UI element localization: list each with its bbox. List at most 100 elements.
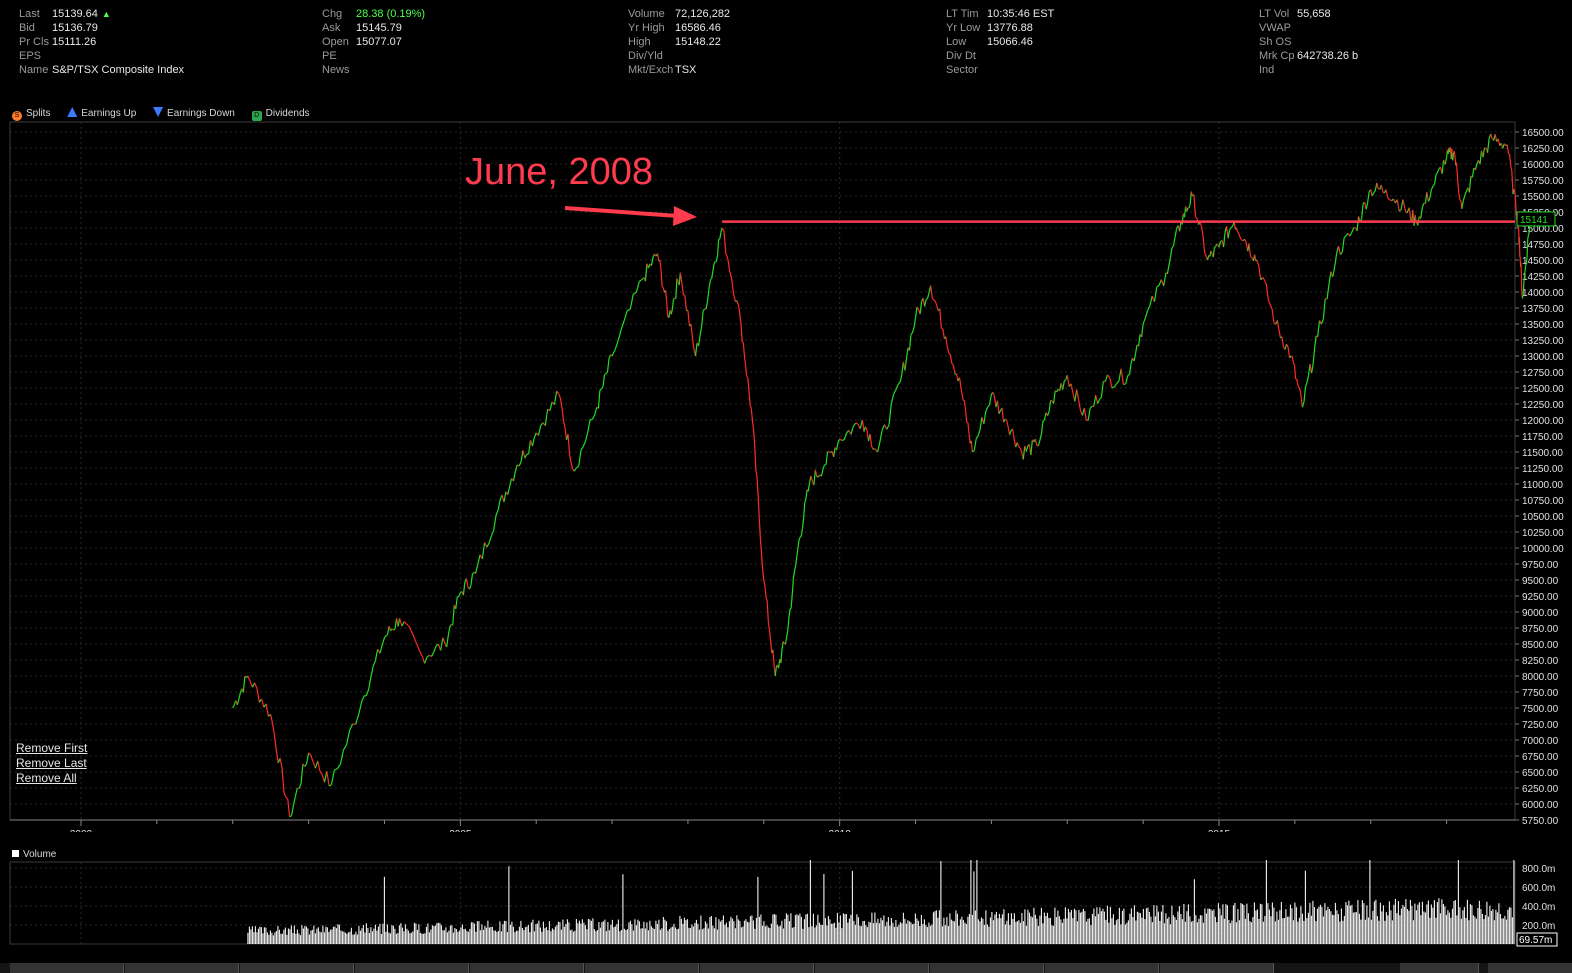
bottom-tab[interactable]: [470, 963, 584, 973]
price-segment: [361, 695, 365, 702]
price-segment: [738, 308, 742, 325]
price-segment: [1525, 258, 1528, 263]
price-segment: [537, 425, 542, 436]
y-tick-label: 8250.00: [1522, 656, 1559, 667]
news-link[interactable]: News: [322, 64, 350, 76]
price-segment: [1043, 412, 1047, 421]
price-segment: [1461, 200, 1464, 209]
bottom-tab[interactable]: [815, 963, 929, 973]
price-chart[interactable]: 16500.00 16250.00 16000.00 15750.00 15500.00…: [0, 120, 1572, 832]
price-segment: [1510, 165, 1513, 172]
price-segment: [330, 769, 335, 785]
price-segment: [785, 631, 789, 638]
legend-label: Earnings Up: [81, 108, 137, 119]
price-segment: [1301, 401, 1305, 408]
volume-axis: 800.0m 600.0m 400.0m 200.0m 69.57m: [1516, 864, 1558, 947]
price-segment: [1339, 251, 1343, 255]
annotation-arrow-shaft: [564, 206, 679, 218]
price-segment: [1142, 317, 1146, 325]
legend-splits[interactable]: S Splits: [12, 108, 50, 121]
bottom-tab[interactable]: [240, 963, 354, 973]
price-segment: [290, 805, 295, 816]
remove-first-link[interactable]: Remove First: [16, 741, 88, 755]
price-segment: [576, 465, 580, 469]
y-tick-label: 16250.00: [1522, 144, 1564, 155]
quote-row[interactable]: News: [322, 63, 425, 77]
quote-row: Chg 28.38 (0.19%): [322, 7, 425, 21]
bottom-tab[interactable]: [355, 963, 469, 973]
price-segment: [927, 291, 930, 299]
quote-label: Pr Cls: [19, 36, 49, 48]
price-segment: [919, 301, 923, 315]
price-segment: [1099, 396, 1102, 400]
price-segment: [1303, 386, 1307, 402]
bottom-tab[interactable]: [125, 963, 239, 973]
quote-col-3: Volume 72,126,282 Yr High 16586.46 High 151…: [628, 7, 730, 77]
price-segment: [484, 542, 488, 548]
price-segment: [897, 381, 901, 385]
price-segment: [792, 570, 796, 579]
remove-all-link[interactable]: Remove All: [16, 771, 77, 785]
price-segment: [712, 263, 715, 271]
price-segment: [1482, 147, 1486, 158]
bottom-tab[interactable]: [1488, 963, 1572, 973]
price-segment: [1053, 390, 1056, 404]
price-segment: [1016, 442, 1020, 447]
price-segment: [804, 498, 807, 503]
quote-row: Div/Yld: [628, 49, 730, 63]
legend-earnings-down[interactable]: Earnings Down: [153, 107, 235, 119]
price-segment: [1210, 250, 1213, 255]
quote-row: Pr Cls 15111.26: [19, 35, 184, 49]
legend-earnings-up[interactable]: Earnings Up: [67, 107, 136, 119]
price-segment: [983, 411, 987, 425]
price-segment: [1186, 207, 1189, 212]
price-segment: [694, 342, 698, 357]
price-segment: [747, 377, 750, 392]
legend-dividends[interactable]: D Dividends: [251, 108, 310, 121]
remove-last-link[interactable]: Remove Last: [16, 756, 87, 770]
price-segment: [1189, 191, 1192, 205]
price-segment: [1258, 266, 1262, 280]
price-segment: [1398, 209, 1402, 212]
price-segment: [323, 771, 328, 783]
quote-label: LT Tim: [946, 8, 979, 20]
price-segment: [1199, 222, 1203, 227]
ask-value: 15145.79: [356, 22, 402, 34]
bottom-tab[interactable]: [930, 963, 1044, 973]
price-segment: [883, 424, 888, 430]
volume-tick-label: 600.0m: [1522, 883, 1555, 894]
price-segment: [564, 427, 568, 440]
price-segment: [1426, 192, 1429, 202]
price-segment: [1048, 400, 1052, 412]
price-segment: [988, 394, 992, 405]
price-segment: [1149, 295, 1153, 306]
y-tick-label: 13750.00: [1522, 304, 1564, 315]
price-segment: [1012, 428, 1015, 440]
price-segment: [1304, 382, 1308, 388]
price-segment: [1178, 221, 1182, 232]
price-segment: [939, 308, 942, 329]
price-segment: [1521, 293, 1524, 299]
bottom-tab[interactable]: [700, 963, 814, 973]
bottom-tab[interactable]: [1045, 963, 1159, 973]
price-segment: [766, 601, 769, 623]
price-segment: [795, 556, 798, 566]
bottom-tab[interactable]: [1400, 963, 1479, 973]
price-segment: [797, 539, 800, 549]
price-segment: [1118, 368, 1122, 382]
price-segment: [1113, 383, 1118, 388]
price-segment: [992, 392, 995, 397]
price-segment: [796, 547, 799, 557]
bottom-tab[interactable]: [10, 963, 124, 973]
price-segment: [553, 390, 558, 405]
price-segment: [679, 272, 683, 284]
x-axis: 2000 2005 2010 2015: [10, 819, 1515, 832]
low-value: 15066.46: [987, 36, 1033, 48]
price-segment: [1513, 189, 1516, 196]
price-segment: [825, 451, 829, 465]
bottom-tab[interactable]: [585, 963, 699, 973]
volume-chart[interactable]: 800.0m 600.0m 400.0m 200.0m 69.57m: [0, 860, 1572, 950]
price-segment: [1007, 426, 1011, 435]
bottom-tab[interactable]: [1160, 963, 1274, 973]
price-segment: [1207, 255, 1210, 261]
